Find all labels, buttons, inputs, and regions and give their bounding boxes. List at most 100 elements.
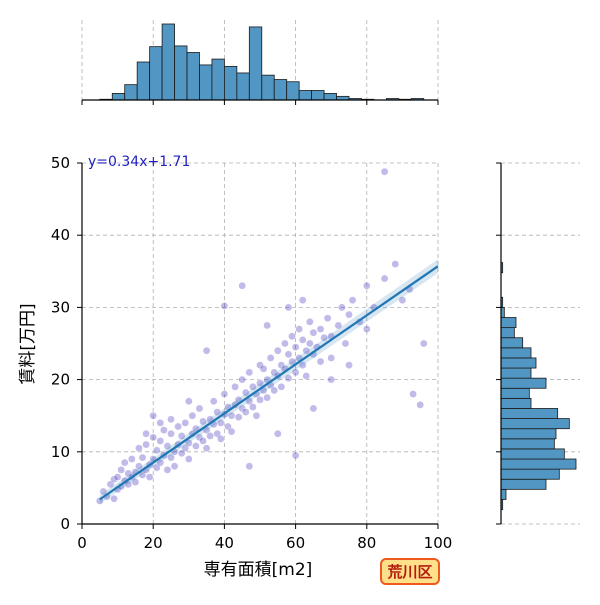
scatter-point — [245, 368, 254, 377]
scatter-point — [163, 442, 172, 450]
scatter-point — [291, 368, 300, 377]
x-tick-label: 60 — [286, 534, 305, 552]
right-hist-bar — [500, 448, 565, 460]
scatter-point — [113, 473, 122, 481]
regression-layer — [99, 259, 439, 504]
top-hist-bar — [161, 23, 175, 101]
scatter-point — [174, 422, 182, 431]
scatter-point — [380, 167, 389, 176]
scatter-point — [302, 372, 311, 380]
scatter-point — [206, 432, 214, 440]
top-hist-bar — [248, 26, 263, 101]
scatter-point — [281, 339, 289, 348]
right-hist-bar — [500, 377, 547, 389]
scatter-point — [135, 462, 143, 471]
scatter-point — [209, 397, 218, 406]
scatter-points — [96, 167, 428, 505]
scatter-point — [345, 310, 353, 319]
scatter-point — [256, 379, 264, 388]
scatter-point — [298, 361, 307, 369]
scatter-point — [273, 429, 282, 438]
scatter-point — [184, 455, 193, 463]
scatter-point — [284, 374, 293, 382]
scatter-point — [156, 458, 165, 467]
scatter-point — [263, 393, 271, 402]
scatter-point — [273, 346, 282, 355]
scatter-point — [291, 451, 300, 460]
scatter-point — [323, 314, 332, 323]
scatter-point — [341, 339, 350, 348]
scatter-point — [167, 453, 175, 462]
right-hist-bar — [500, 428, 557, 440]
scatter-point — [110, 475, 118, 484]
scatter-point — [241, 408, 250, 416]
scatter-point — [160, 426, 168, 434]
scatter-point — [263, 321, 271, 330]
right-y-histogram — [496, 162, 580, 525]
ward-badge: 荒川区 — [380, 558, 440, 585]
y-tick-label: 0 — [60, 515, 70, 533]
scatter-point — [416, 401, 425, 409]
right-hist-bar — [500, 458, 577, 470]
top-hist-bar — [286, 81, 300, 101]
scatter-point — [135, 444, 143, 452]
scatter-point — [156, 419, 165, 427]
scatter-point — [380, 274, 389, 283]
scatter-point — [306, 318, 314, 326]
scatter-point — [213, 408, 222, 416]
scatter-point — [249, 383, 257, 391]
scatter-point — [398, 296, 407, 304]
scatter-point — [131, 478, 140, 486]
right-hist-bar — [500, 438, 555, 450]
scatter-point — [298, 296, 307, 304]
scatter-point — [128, 455, 136, 463]
scatter-point — [266, 354, 275, 362]
top-hist-bar — [111, 93, 126, 101]
scatter-point — [156, 437, 165, 445]
scatter-point — [234, 413, 243, 421]
top-hist-bar — [186, 52, 200, 101]
right-hist-bar — [500, 478, 547, 490]
scatter-point — [245, 397, 254, 406]
scatter-point — [192, 442, 200, 450]
top-hist-bar — [298, 90, 313, 101]
scatter-point — [117, 466, 125, 474]
top-x-histogram — [81, 20, 439, 105]
scatter-point — [284, 350, 293, 359]
scatter-point — [291, 343, 300, 351]
top-hist-bar — [174, 45, 188, 101]
scatter-point — [345, 361, 353, 369]
scatter-point — [181, 419, 190, 427]
right-hist-bar — [500, 357, 537, 369]
scatter-point — [177, 432, 186, 440]
scatter-point — [163, 466, 172, 474]
top-hist-bar — [124, 84, 138, 101]
scatter-point — [184, 439, 193, 447]
top-hist-bar — [211, 58, 225, 101]
top-hist-bar — [136, 61, 151, 101]
scatter-point — [298, 336, 307, 344]
y-tick-label: 10 — [51, 443, 70, 461]
scatter-point — [316, 357, 325, 366]
scatter-point — [227, 427, 236, 436]
scatter-point — [170, 462, 179, 471]
scatter-point — [188, 411, 197, 420]
scatter-point — [302, 346, 311, 355]
top-hist-bar — [273, 79, 288, 101]
scatter-point — [195, 404, 204, 413]
scatter-point — [241, 388, 250, 397]
scatter-point — [142, 429, 150, 438]
scatter-point — [138, 453, 147, 462]
scatter-point — [149, 411, 157, 420]
right-hist-bar — [500, 317, 517, 329]
scatter-point — [362, 325, 371, 333]
y-tick-label: 40 — [51, 226, 70, 244]
scatter-point — [309, 328, 318, 337]
scatter-point — [202, 346, 211, 355]
x-axis-label: 専有面積[m2] — [204, 560, 313, 580]
x-tick-label: 100 — [424, 534, 453, 552]
scatter-point — [220, 390, 229, 398]
scatter-point — [220, 302, 229, 310]
scatter-point — [217, 435, 225, 443]
